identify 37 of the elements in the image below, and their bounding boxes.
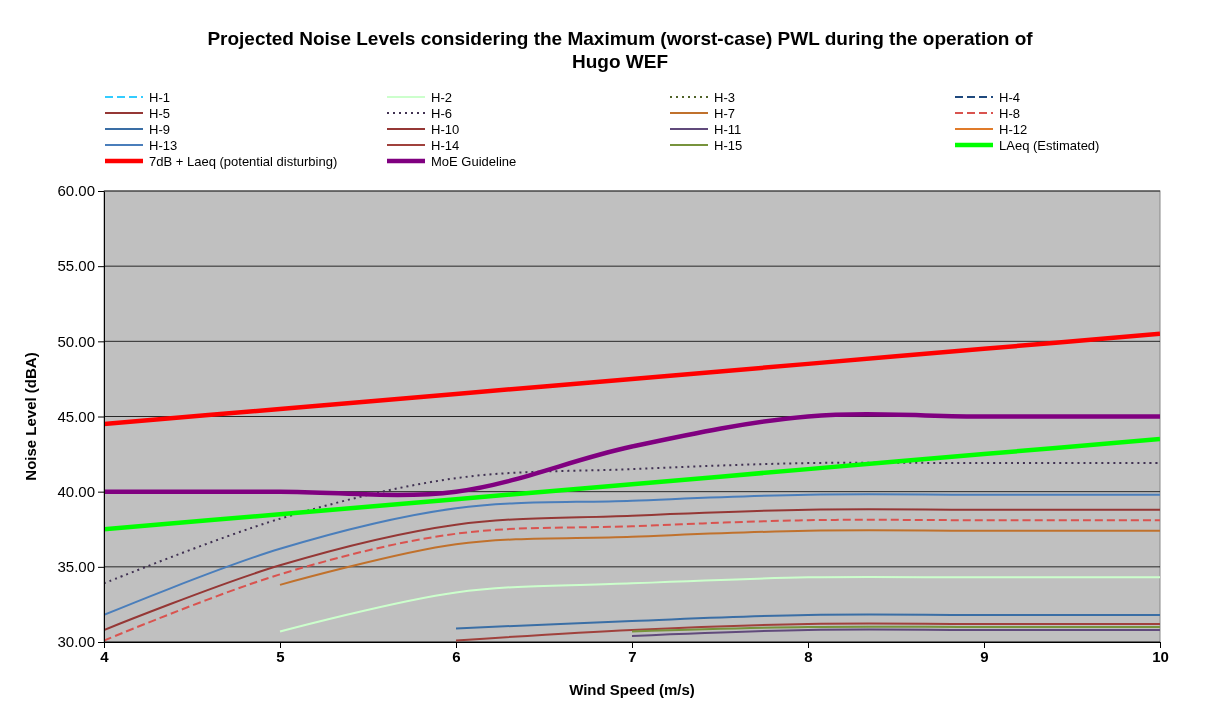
legend-label: H-2 bbox=[431, 90, 452, 105]
y-tick-label: 45.00 bbox=[57, 407, 95, 425]
legend-label: H-1 bbox=[149, 90, 170, 105]
x-tick-label: 7 bbox=[628, 647, 637, 665]
x-tick-label: 10 bbox=[1152, 647, 1169, 665]
y-tick-label: 30.00 bbox=[57, 633, 95, 651]
line-series bbox=[279, 575, 1160, 633]
x-tick-label: 9 bbox=[980, 647, 989, 665]
chart-title: Projected Noise Levels considering the Maximum (worst-case) PWL during the operation of Hugo WEF bbox=[207, 28, 1034, 72]
x-tick-label: 4 bbox=[100, 647, 110, 665]
y-tick-label: 55.00 bbox=[57, 257, 95, 275]
line-series bbox=[279, 529, 1160, 586]
legend-label: H-6 bbox=[431, 106, 452, 121]
y-axis-title: Noise Level (dBA) bbox=[22, 352, 39, 481]
y-tick-label: 35.00 bbox=[57, 558, 95, 576]
legend-label: H-15 bbox=[714, 138, 743, 153]
x-tick-label: 8 bbox=[804, 647, 813, 665]
legend-label: MoE Guideline bbox=[431, 154, 517, 169]
legend-label: H-11 bbox=[714, 122, 742, 137]
legend-label: H-3 bbox=[714, 90, 735, 105]
x-tick-label: 5 bbox=[276, 647, 285, 665]
y-tick-label: 50.00 bbox=[57, 332, 95, 350]
y-tick-label: 40.00 bbox=[57, 482, 95, 500]
legend-label: H-8 bbox=[999, 106, 1020, 121]
legend-label: H-5 bbox=[149, 106, 170, 121]
x-axis-title: Wind Speed (m/s) bbox=[569, 681, 695, 698]
x-tick-label: 6 bbox=[452, 647, 461, 665]
legend-label: H-4 bbox=[999, 90, 1020, 105]
y-tick-label: 60.00 bbox=[57, 182, 95, 200]
legend-label: 7dB + Laeq (potential disturbing) bbox=[149, 154, 338, 169]
legend-label: H-10 bbox=[431, 122, 460, 137]
legend-label: H-13 bbox=[149, 138, 178, 153]
legend-label: H-14 bbox=[431, 138, 460, 153]
legend-label: H-12 bbox=[999, 122, 1028, 137]
legend-label: H-9 bbox=[149, 122, 170, 137]
legend-label: LAeq (Estimated) bbox=[999, 138, 1100, 153]
legend-label: H-7 bbox=[714, 106, 735, 121]
